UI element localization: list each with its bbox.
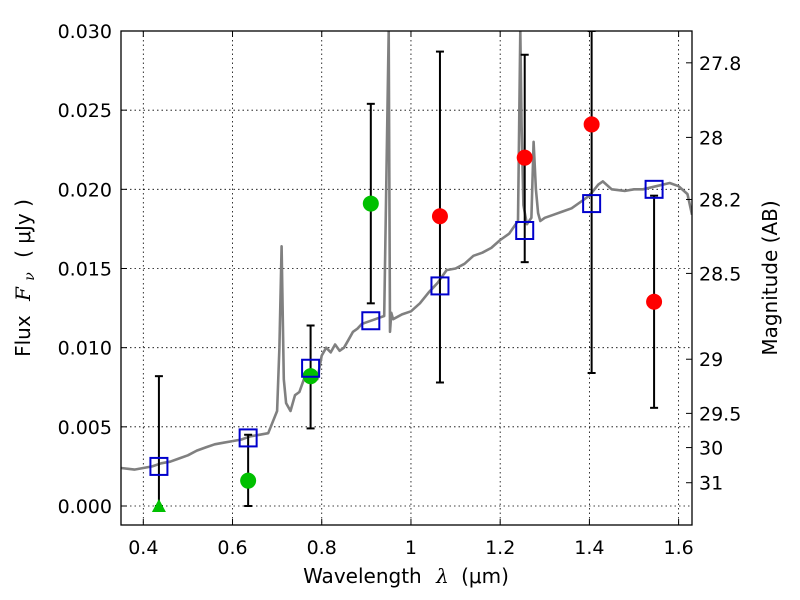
y2-axis-label: Magnitude (AB) [758, 200, 782, 355]
y2-tick-label: 30 [699, 438, 723, 460]
x-axis-label: Wavelength λ (μm) [303, 564, 509, 588]
template-spectrum [121, 31, 692, 471]
x-tick-label: 0.4 [128, 537, 158, 559]
photometry-point [646, 293, 663, 310]
y2-tick-label: 28 [699, 127, 723, 149]
x-tick-label: 1.4 [574, 537, 604, 559]
photometry-point [240, 472, 257, 489]
photometry-point [516, 149, 533, 166]
upper-limit-point [151, 499, 166, 512]
x-tick-label: 1.6 [664, 537, 694, 559]
y2-tick-label: 29.5 [699, 403, 741, 425]
y-axis-label-symbol: F [11, 286, 35, 302]
plot-frame [120, 30, 693, 526]
y-tick-label: 0.000 [58, 496, 112, 518]
photometry-point [583, 116, 600, 133]
model-point [149, 456, 169, 476]
model-point [301, 358, 321, 378]
photometry-point [431, 208, 448, 225]
y-tick-label: 0.020 [58, 179, 112, 201]
photometry-points [149, 31, 664, 512]
x-tick-label: 0.8 [307, 537, 337, 559]
x-tick-label: 0.6 [217, 537, 247, 559]
y-tick-label: 0.010 [58, 338, 112, 360]
model-point [644, 179, 664, 199]
y2-tick-label: 28.2 [699, 189, 741, 211]
photometry-point [362, 195, 379, 212]
y-tick-label: 0.005 [58, 417, 112, 439]
plot-area [121, 31, 692, 525]
model-point [238, 428, 258, 448]
x-axis-label-main: Wavelength [303, 564, 422, 588]
y-axis-label: Flux F ν ( μJy ) [11, 199, 39, 357]
y-tick-label: 0.025 [58, 100, 112, 122]
y2-tick-label: 27.8 [699, 53, 741, 75]
template-spectrum-line [121, 31, 692, 471]
x-tick-label: 1 [405, 537, 417, 559]
axis-ticks: 0.4 0.6 0.8 1 1.2 1.4 1.6 0.000 0.005 0.010 0.015 0… [58, 21, 742, 559]
y2-tick-label: 29 [699, 349, 723, 371]
model-point [430, 276, 450, 296]
model-point [361, 311, 381, 331]
x-axis-label-unit: (μm) [461, 564, 509, 588]
y2-tick-label: 28.5 [699, 263, 741, 285]
y-axis-label-main: Flux [11, 315, 35, 357]
x-tick-label: 1.2 [485, 537, 515, 559]
y2-tick-label: 31 [699, 473, 723, 495]
y-tick-label: 0.030 [58, 21, 112, 43]
y-axis-label-unit: ( μJy ) [11, 199, 35, 258]
model-point [515, 221, 535, 240]
y-axis-label-subscript: ν [22, 272, 38, 281]
model-point [582, 194, 602, 214]
y-tick-label: 0.015 [58, 259, 112, 281]
x-axis-label-symbol: λ [435, 564, 449, 588]
